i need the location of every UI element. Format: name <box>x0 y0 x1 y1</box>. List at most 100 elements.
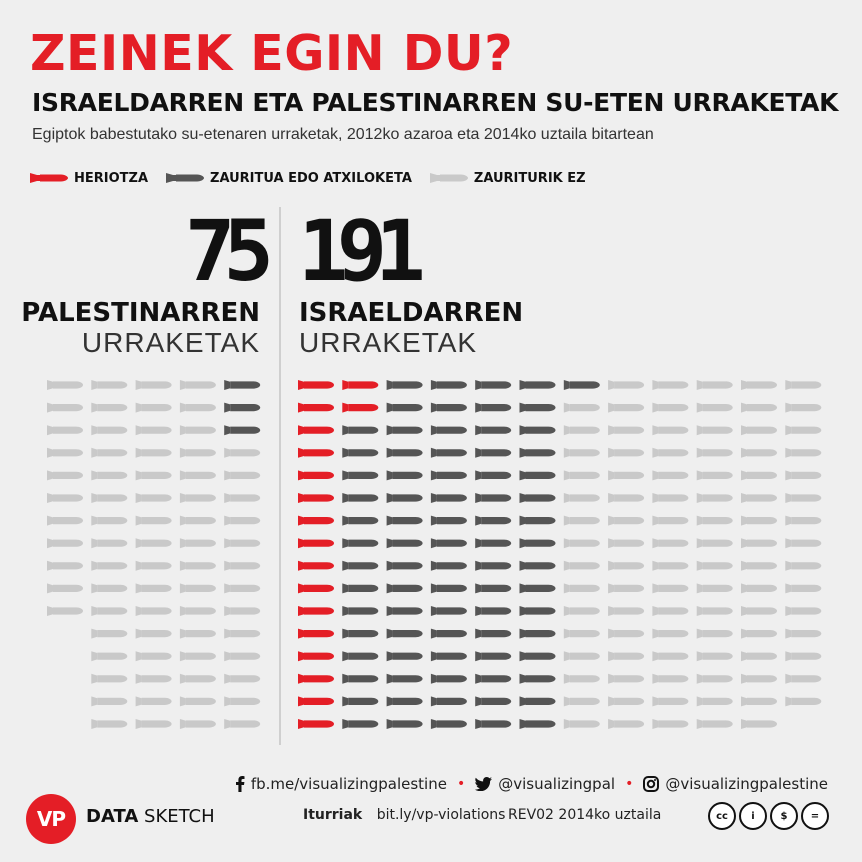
revision-date: 2014ko uztaila <box>558 807 662 823</box>
israeli-missile-none <box>741 425 777 436</box>
israeli-missile-death <box>298 515 334 526</box>
israeli-missile-injury <box>519 583 556 594</box>
brand-bold: DATA <box>86 806 139 827</box>
palestinian-sublabel: URRAKETAK <box>81 327 260 358</box>
israeli-missile-none <box>785 425 822 436</box>
israeli-missile-none <box>696 402 733 413</box>
sources-link[interactable]: bit.ly/vp-violations <box>376 807 506 823</box>
palestinian-missile-injury <box>224 425 261 436</box>
palestinian-missile-none <box>135 470 172 481</box>
legend: HERIOTZA ZAURITUA EDO ATXILOKETA ZAURITU… <box>30 168 604 188</box>
israeli-missile-none <box>608 673 645 684</box>
separator-dot: • <box>456 776 466 792</box>
palestinian-missile-none <box>224 628 261 639</box>
palestinian-missile-none <box>179 538 216 549</box>
palestinian-missile-none <box>179 447 216 458</box>
israeli-missile-none <box>696 493 733 503</box>
israeli-missile-injury <box>475 447 512 458</box>
palestinian-missile-none <box>47 402 83 413</box>
palestinian-missile-none <box>179 493 216 503</box>
israeli-missile-injury <box>430 651 467 662</box>
israeli-missile-injury <box>430 583 467 594</box>
palestinian-missile-none <box>135 696 172 707</box>
israeli-missile-none <box>608 628 645 639</box>
israeli-missile-injury <box>342 515 379 526</box>
legend-label: HERIOTZA <box>74 170 149 186</box>
israeli-missile-injury <box>386 628 423 639</box>
palestinian-missile-none <box>224 719 261 729</box>
israeli-missile-injury <box>519 402 556 413</box>
israeli-missile-injury <box>386 402 423 413</box>
israeli-missile-death <box>298 651 334 662</box>
israeli-missile-injury <box>475 651 512 662</box>
israeli-missile-injury <box>563 380 600 390</box>
israeli-missile-injury <box>430 493 467 503</box>
israeli-missile-none <box>563 447 600 458</box>
israeli-missile-none <box>741 447 777 458</box>
israeli-missile-none <box>652 673 689 684</box>
israeli-missile-none <box>785 651 822 662</box>
israeli-missile-none <box>785 470 822 481</box>
israeli-missile-none <box>563 402 600 413</box>
israeli-missile-injury <box>386 651 423 662</box>
palestinian-missile-none <box>179 606 216 616</box>
israeli-missile-none <box>563 696 600 707</box>
israeli-missile-none <box>741 402 777 413</box>
palestinian-missile-none <box>91 515 128 526</box>
israeli-missile-death <box>298 583 334 594</box>
israeli-missile-death <box>298 538 334 549</box>
israeli-missile-none <box>696 560 733 571</box>
palestinian-missile-none <box>135 560 172 571</box>
nc-icon: $ <box>770 802 798 830</box>
facebook-link[interactable]: fb.me/visualizingpalestine <box>250 775 447 793</box>
israeli-missile-none <box>741 673 777 684</box>
israeli-missile-injury <box>475 402 512 413</box>
palestinian-missile-none <box>91 606 128 616</box>
palestinian-missile-none <box>135 673 172 684</box>
palestinian-missile-none <box>91 583 128 594</box>
israeli-missile-injury <box>430 696 467 707</box>
palestinian-missile-none <box>91 493 128 503</box>
israeli-missile-none <box>696 583 733 594</box>
missile-icon <box>166 173 205 183</box>
israeli-missile-injury <box>475 515 512 526</box>
palestinian-missile-none <box>179 673 216 684</box>
israeli-missile-injury <box>430 515 467 526</box>
israeli-missile-injury <box>519 470 556 481</box>
israeli-missile-none <box>696 673 733 684</box>
palestinian-missile-none <box>47 493 83 503</box>
israeli-count: 191 <box>298 202 426 300</box>
palestinian-missile-none <box>47 447 83 458</box>
israeli-missile-none <box>785 447 822 458</box>
israeli-missile-none <box>608 493 645 503</box>
israeli-missile-injury <box>342 606 379 616</box>
palestinian-missile-none <box>91 447 128 458</box>
israeli-missile-none <box>608 583 645 594</box>
palestinian-missile-none <box>135 583 172 594</box>
page-title: ZEINEK EGIN DU? <box>30 25 514 82</box>
cc-icon: cc <box>708 802 736 830</box>
brand-name: DATA SKETCH <box>86 806 215 827</box>
palestinian-missile-none <box>47 380 83 390</box>
israeli-missile-none <box>652 447 689 458</box>
israeli-missile-injury <box>342 673 379 684</box>
twitter-link[interactable]: @visualizingpal <box>498 775 616 793</box>
israeli-missile-injury <box>342 538 379 549</box>
israeli-missile-death <box>298 628 334 639</box>
israeli-missile-none <box>652 538 689 549</box>
palestinian-missile-none <box>224 447 261 458</box>
israeli-missile-injury <box>519 606 556 616</box>
israeli-missile-none <box>696 425 733 436</box>
israeli-missile-none <box>608 719 645 729</box>
instagram-link[interactable]: @visualizingpalestine <box>665 775 828 793</box>
israeli-missile-death <box>298 673 334 684</box>
israeli-missile-none <box>652 402 689 413</box>
israeli-missile-injury <box>519 560 556 571</box>
brand-rest: SKETCH <box>138 806 215 827</box>
israeli-label: ISRAELDARREN <box>299 298 524 328</box>
israeli-missile-none <box>608 380 645 390</box>
israeli-missile-none <box>652 583 689 594</box>
israeli-missile-none <box>563 606 600 616</box>
israeli-missile-injury <box>386 696 423 707</box>
palestinian-missile-none <box>135 425 172 436</box>
